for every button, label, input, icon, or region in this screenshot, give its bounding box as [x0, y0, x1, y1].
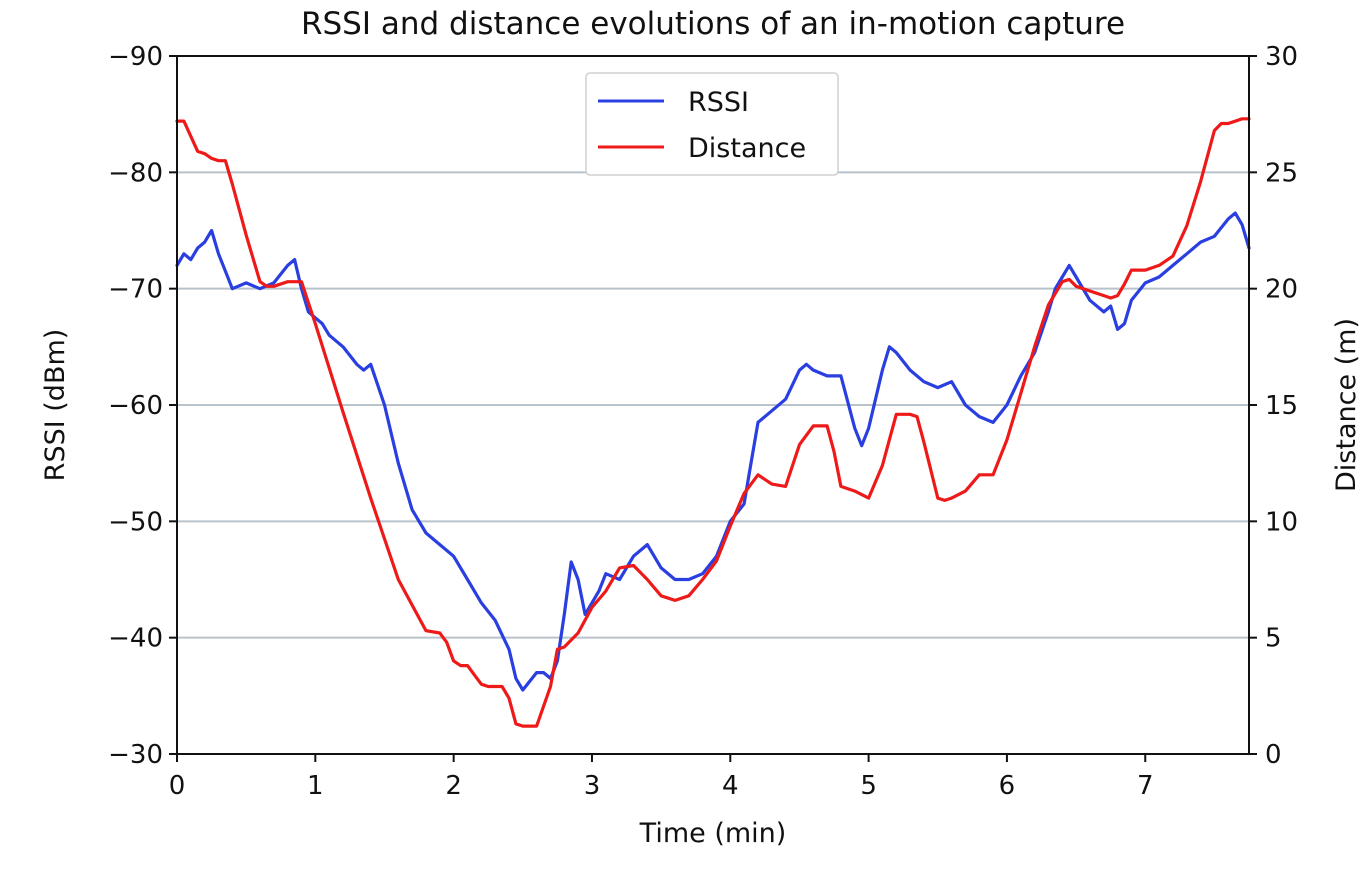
y2-tick-label: 25: [1265, 158, 1298, 188]
axis-ticks: −90 −80 −70 −60 −50 −40 −30 30 25 20 15 10 5 0 0 1 2 3 4 5 6…: [108, 42, 1298, 801]
plot-series: [175, 117, 1251, 728]
grid-lines: [177, 171, 1249, 639]
x-axis-title: Time (min): [639, 818, 787, 849]
legend: RSSI Distance: [585, 72, 839, 176]
x-tick-label: 7: [1137, 771, 1154, 801]
x-tick-label: 5: [860, 771, 877, 801]
x-tick-label: 6: [999, 771, 1016, 801]
y-axis-title: RSSI (dBm): [40, 329, 71, 482]
x-tick-label: 1: [307, 771, 324, 801]
y2-tick-label: 0: [1265, 740, 1282, 770]
y2-tick-label: 10: [1265, 507, 1298, 537]
legend-label-distance: Distance: [688, 133, 806, 164]
chart-title: RSSI and distance evolutions of an in-mo…: [301, 6, 1125, 42]
x-tick-label: 0: [169, 771, 186, 801]
y-tick-label: −50: [108, 507, 163, 537]
series-line-distance: [175, 117, 1251, 728]
x-tick-label: 3: [584, 771, 601, 801]
y2-tick-label: 15: [1265, 391, 1298, 421]
legend-label-rssi: RSSI: [688, 87, 749, 118]
y2-tick-label: 30: [1265, 42, 1298, 72]
x-tick-label: 2: [445, 771, 462, 801]
y-tick-label: −60: [108, 391, 163, 421]
y2-tick-label: 20: [1265, 275, 1298, 305]
x-tick-label: 4: [722, 771, 739, 801]
y-tick-label: −40: [108, 624, 163, 654]
y-tick-label: −90: [108, 42, 163, 72]
legend-box: [585, 72, 839, 176]
y2-axis-title: Distance (m): [1331, 318, 1362, 492]
y2-tick-label: 5: [1265, 624, 1282, 654]
y-tick-label: −70: [108, 275, 163, 305]
y-tick-label: −80: [108, 158, 163, 188]
series-line-rssi: [175, 211, 1251, 692]
y-tick-label: −30: [108, 740, 163, 770]
